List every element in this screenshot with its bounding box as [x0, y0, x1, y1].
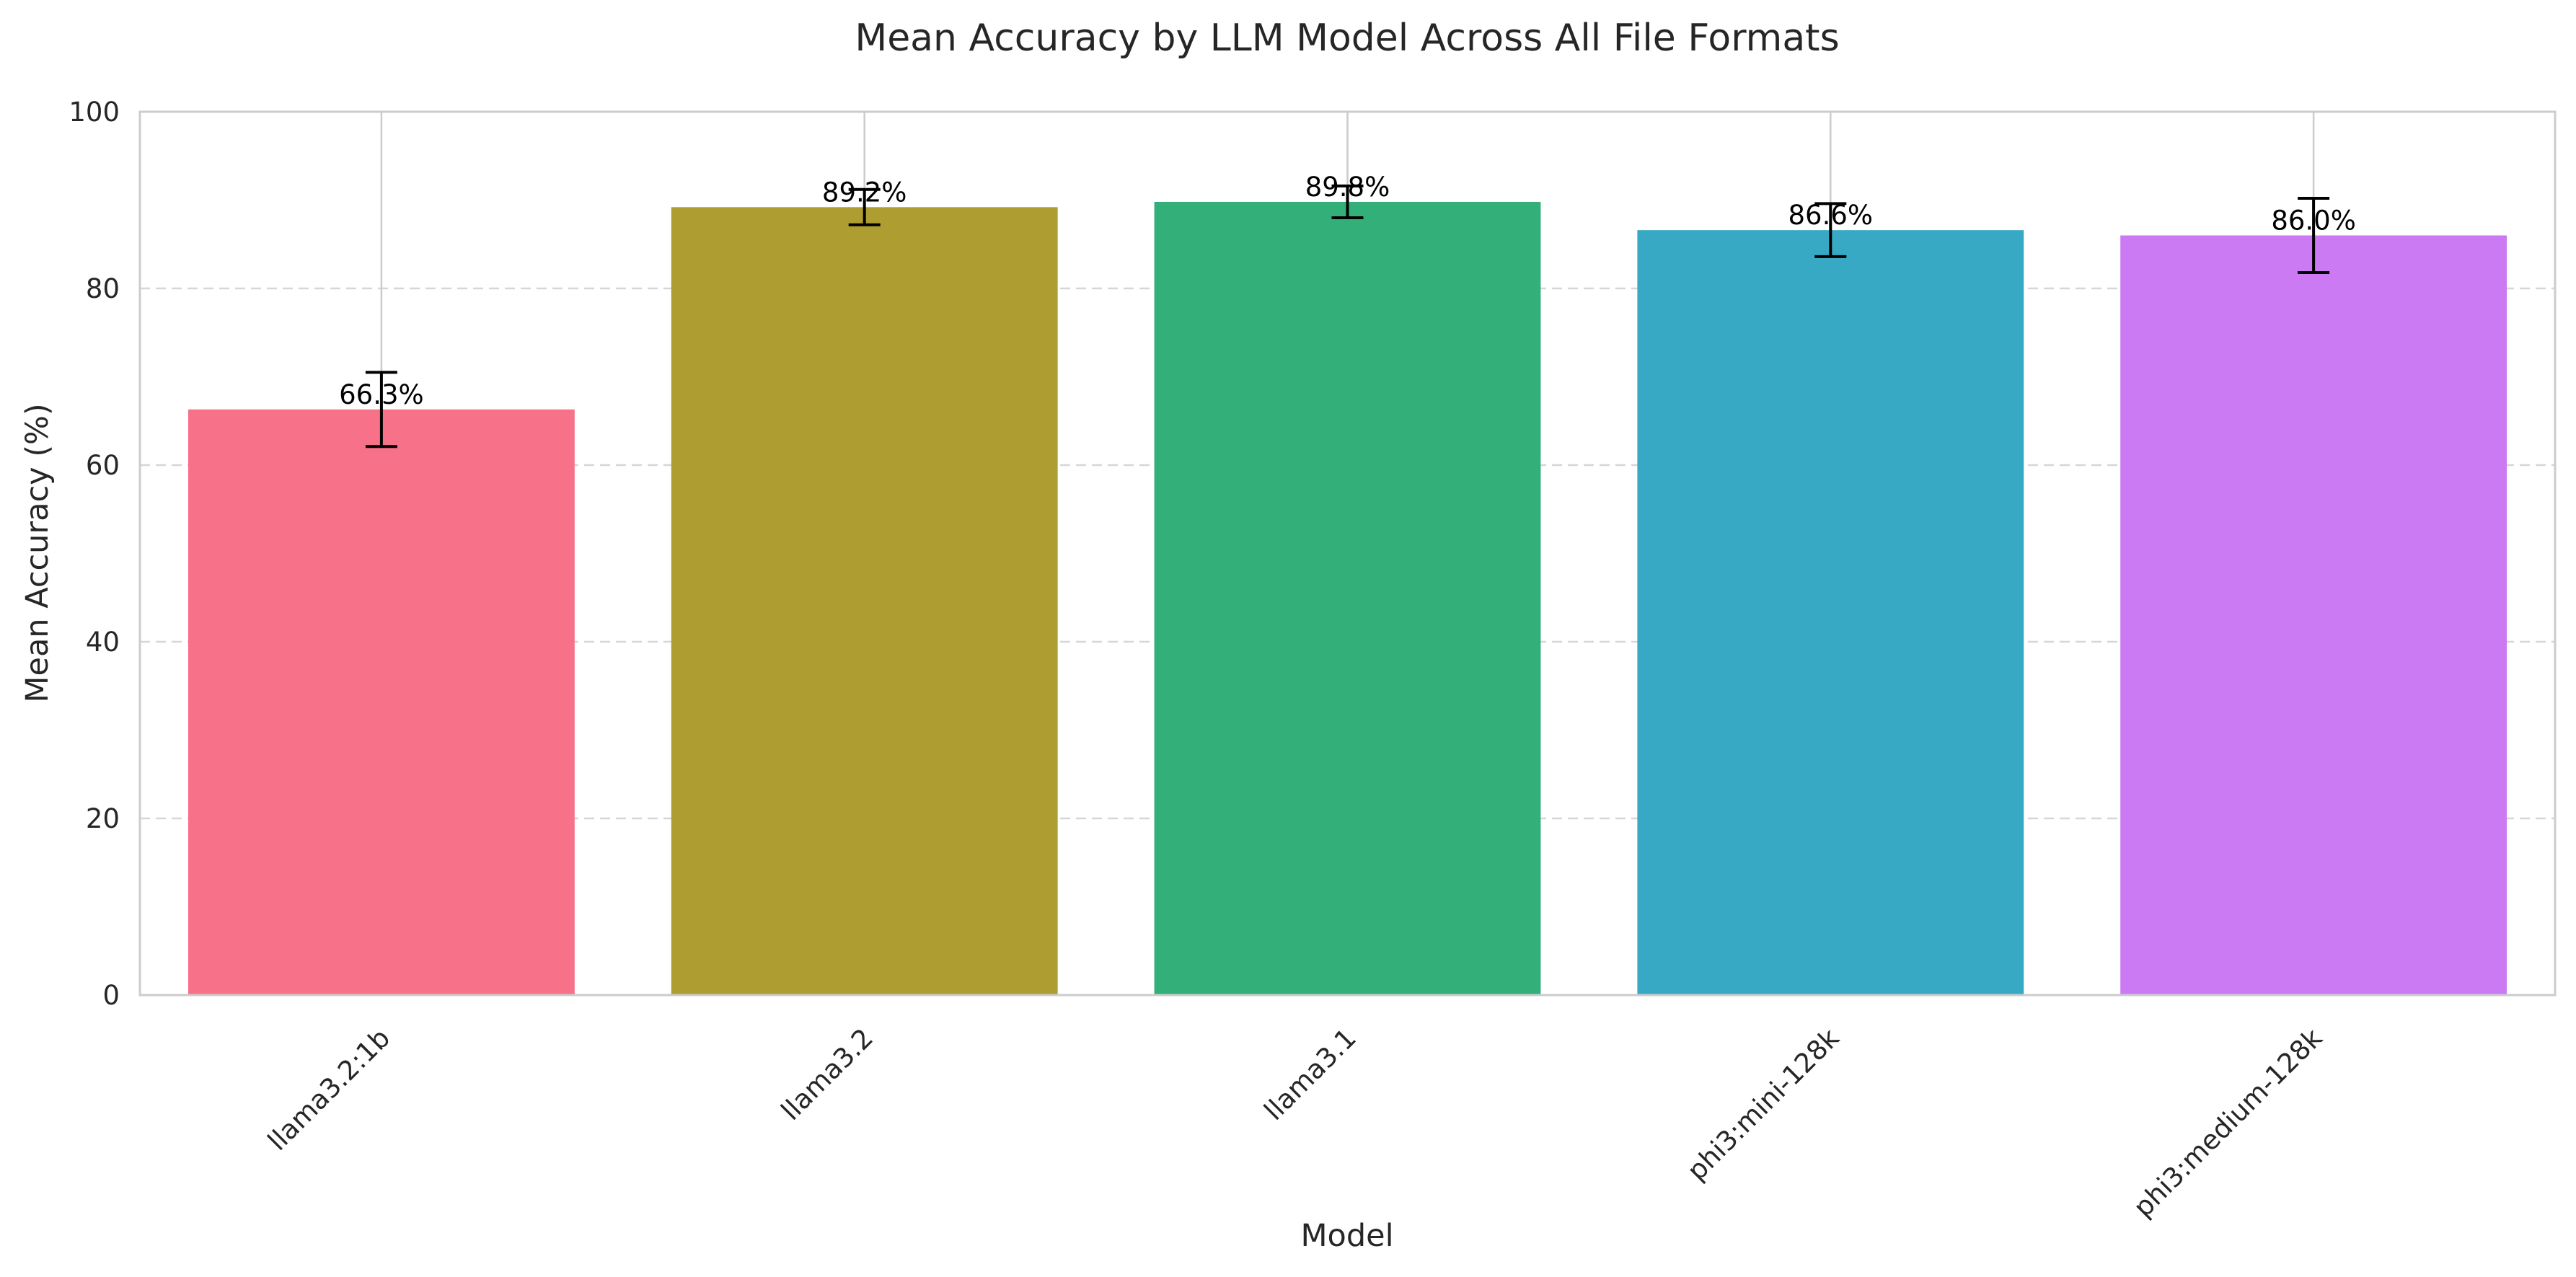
x-tick-label: llama3.1: [1258, 1022, 1362, 1126]
y-tick-label: 60: [86, 450, 120, 481]
bar: [671, 207, 1058, 995]
bars: [188, 201, 2507, 996]
y-tick-label: 40: [86, 627, 120, 658]
y-axis-label: Mean Accuracy (%): [19, 403, 56, 702]
error-bar: [848, 187, 881, 226]
data-labels: 66.3% 89.2% 89.8% 86.6% 86.0%: [339, 172, 2356, 410]
bar: [1637, 230, 2024, 995]
x-tick-label: llama3.2:1b: [262, 1022, 396, 1157]
error-bar: [365, 371, 397, 449]
error-bar: [2298, 197, 2330, 274]
y-tick-labels: 0 20 40 60 80 100: [69, 97, 120, 1011]
y-tick-label: 80: [86, 273, 120, 304]
data-label: 86.6%: [1788, 200, 1874, 231]
x-tick-label: phi3:medium-128k: [2127, 1022, 2329, 1224]
bar: [1154, 201, 1541, 996]
y-tick-label: 100: [69, 97, 120, 128]
y-tick-label: 20: [86, 803, 120, 834]
error-bars: [365, 184, 2330, 449]
error-bar: [1331, 184, 1364, 219]
data-label: 66.3%: [339, 379, 424, 410]
plot-frame: [138, 110, 2557, 997]
data-label: 89.2%: [822, 177, 907, 208]
y-tick-label: 0: [102, 980, 120, 1011]
bar: [2120, 235, 2507, 995]
x-tick-label: llama3.2: [775, 1022, 879, 1126]
data-label: 89.8%: [1305, 172, 1390, 203]
error-bar: [1814, 202, 1847, 258]
x-tick-label: phi3:mini-128k: [1681, 1022, 1845, 1187]
bar: [188, 409, 575, 995]
x-axis-label: Model: [1300, 1218, 1393, 1254]
x-tick-labels: llama3.2:1b llama3.2 llama3.1 phi3:mini-128…: [262, 1022, 2329, 1224]
chart-title: Mean Accuracy by LLM Model Across All Fi…: [855, 17, 1839, 60]
data-label: 86.0%: [2271, 206, 2356, 237]
